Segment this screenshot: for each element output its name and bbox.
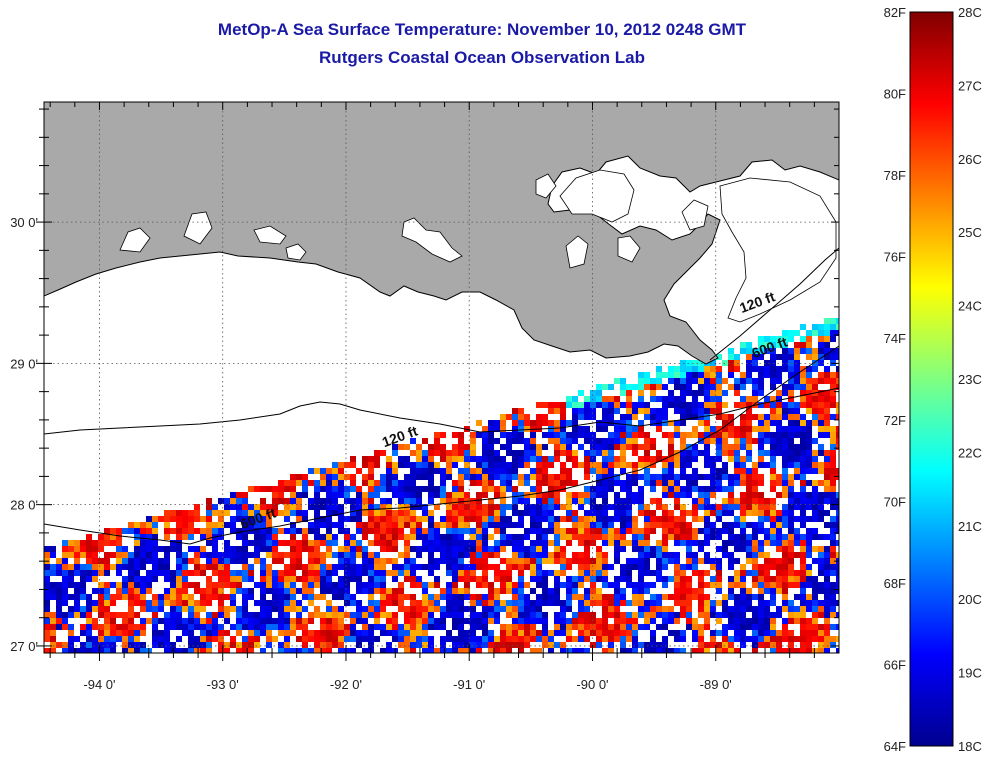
- x-tick-label: -90 0': [576, 677, 608, 692]
- colorbar-c-label: 26C: [958, 152, 982, 167]
- x-tick-label: -91 0': [453, 677, 485, 692]
- colorbar-f-label: 68F: [884, 576, 906, 591]
- colorbar-c-label: 25C: [958, 225, 982, 240]
- y-tick-label: 27 0': [10, 639, 38, 654]
- colorbar-c-label: 27C: [958, 78, 982, 93]
- axis-ticks: [36, 102, 839, 661]
- y-tick-label: 30 0': [10, 215, 38, 230]
- map-subtitle: Rutgers Coastal Ocean Observation Lab: [319, 48, 645, 67]
- land-mass: [44, 102, 839, 365]
- colorbar-f-label: 82F: [884, 5, 906, 20]
- colorbar-c-label: 23C: [958, 372, 982, 387]
- colorbar-c-label: 19C: [958, 666, 982, 681]
- contour-120ft-east: [709, 247, 839, 361]
- axis-tick-labels: -94 0' -93 0' -92 0' -91 0' -90 0' -89 0' 30 0…: [10, 215, 732, 692]
- contour-120ft: [44, 387, 839, 435]
- lakes: [119, 169, 837, 323]
- colorbar-c-label: 21C: [958, 519, 982, 534]
- colorbar-c-label: 20C: [958, 592, 982, 607]
- sst-swath: [44, 318, 839, 653]
- x-tick-label: -93 0': [207, 677, 239, 692]
- map-frame: [43, 101, 840, 654]
- colorbar-f-label: 74F: [884, 331, 906, 346]
- colorbar-c-label: 18C: [958, 739, 982, 754]
- map-title: MetOp-A Sea Surface Temperature: Novembe…: [217, 20, 747, 39]
- colorbar-f-label: 78F: [884, 168, 906, 183]
- contour-600ft: [44, 345, 839, 545]
- colorbar-c-label: 28C: [958, 5, 982, 20]
- x-tick-label: -94 0': [83, 677, 115, 692]
- colorbar-c-label: 24C: [958, 299, 982, 314]
- colorbar-c-label: 22C: [958, 445, 982, 460]
- colorbar-f-label: 64F: [884, 739, 906, 754]
- x-tick-label: -92 0': [330, 677, 362, 692]
- colorbar: [909, 11, 954, 747]
- x-tick-label: -89 0': [700, 677, 732, 692]
- colorbar-f-label: 76F: [884, 250, 906, 265]
- colorbar-f-label: 80F: [884, 87, 906, 102]
- gridlines: [44, 102, 839, 653]
- colorbar-labels: 82F 80F 78F 76F 74F 72F 70F 68F 66F 64F 28C 27C 26C 2…: [884, 5, 982, 754]
- y-tick-label: 29 0': [10, 356, 38, 371]
- colorbar-f-label: 70F: [884, 494, 906, 509]
- y-tick-label: 28 0': [10, 498, 38, 513]
- colorbar-f-label: 72F: [884, 413, 906, 428]
- colorbar-f-label: 66F: [884, 657, 906, 672]
